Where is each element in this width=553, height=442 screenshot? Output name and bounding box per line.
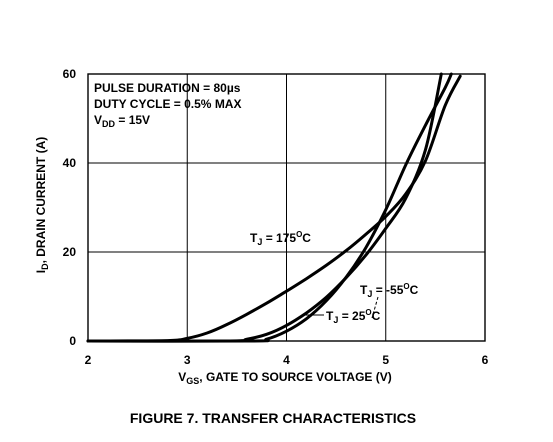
y-tick-label: 40 bbox=[63, 156, 77, 170]
series-label-25c: TJ = 25OC bbox=[326, 308, 381, 325]
x-tick-label: 5 bbox=[382, 353, 389, 367]
y-tick-label: 60 bbox=[63, 67, 77, 81]
series-label-175c: TJ = 175OC bbox=[250, 230, 311, 247]
x-tick-label: 4 bbox=[283, 353, 290, 367]
x-tick-label: 3 bbox=[184, 353, 191, 367]
condition-pulse-duration: PULSE DURATION = 80µs bbox=[94, 81, 241, 95]
figure-caption: FIGURE 7. TRANSFER CHARACTERISTICS bbox=[130, 410, 416, 426]
y-tick-label: 0 bbox=[69, 334, 76, 348]
x-axis-label: VGS, GATE TO SOURCE VOLTAGE (V) bbox=[178, 370, 391, 386]
y-tick-label: 20 bbox=[63, 245, 77, 259]
condition-vdd: VDD = 15V bbox=[94, 113, 150, 129]
series-label-minus55c: TJ = -55OC bbox=[360, 282, 419, 299]
y-axis-label: ID, DRAIN CURRENT (A) bbox=[34, 137, 50, 274]
label-leaders bbox=[303, 296, 379, 319]
series-line-25c bbox=[86, 72, 453, 343]
condition-duty-cycle: DUTY CYCLE = 0.5% MAX bbox=[94, 97, 241, 111]
plot-frame bbox=[87, 73, 486, 342]
x-tick-label: 6 bbox=[482, 353, 489, 367]
leader-minus55c bbox=[371, 296, 379, 319]
series-curves bbox=[86, 72, 462, 343]
x-tick-label: 2 bbox=[85, 353, 92, 367]
